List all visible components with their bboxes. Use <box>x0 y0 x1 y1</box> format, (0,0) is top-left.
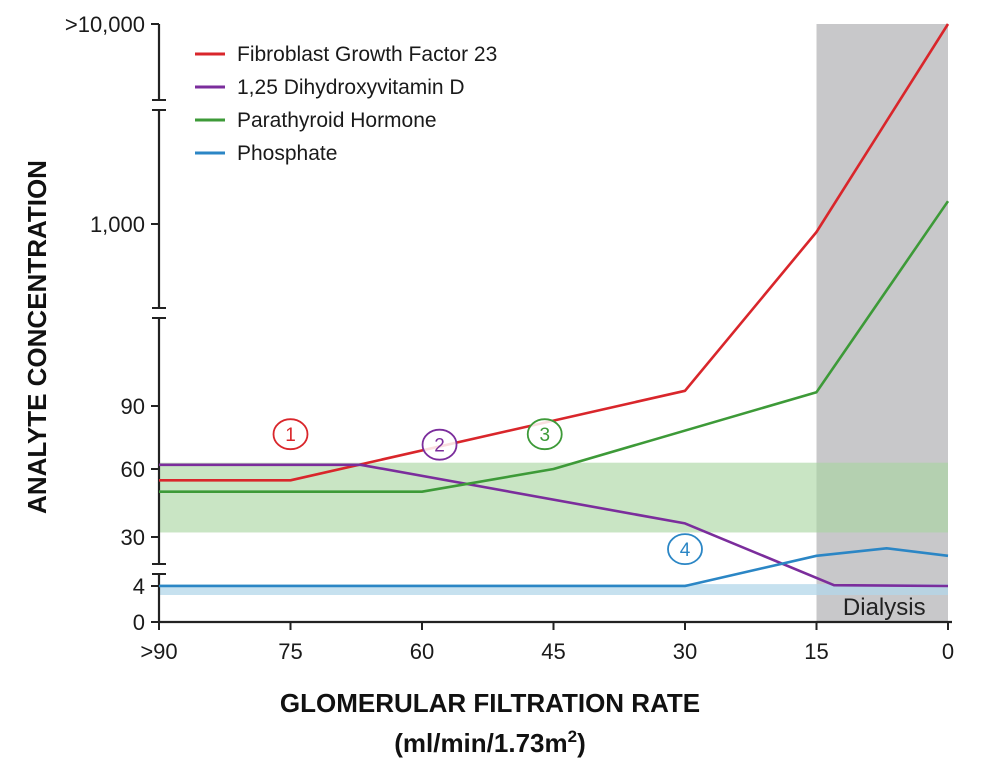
normal-range-band-2 <box>159 584 948 595</box>
x-axis-unit: (ml/min/1.73m2) <box>394 727 586 758</box>
x-axis-unit-close: ) <box>577 728 586 758</box>
marker-label-4: 4 <box>680 540 691 561</box>
marker-circle-2 <box>421 428 458 461</box>
legend-label-4: Phosphate <box>237 142 337 165</box>
marker-label-1: 1 <box>285 425 296 446</box>
series-line-3 <box>159 200 950 494</box>
marker-circle-3 <box>526 418 563 451</box>
normal-range-bands-layer <box>159 462 948 595</box>
marker-circle-4 <box>667 533 703 566</box>
x-tick-label-4: 45 <box>541 639 565 664</box>
legend-label-1: Fibroblast Growth Factor 23 <box>237 43 497 66</box>
y-tick-label-2: 4 <box>133 574 145 599</box>
x-tick-label-5: 30 <box>673 639 697 664</box>
legend-label-2: 1,25 Dihydroxyvitamin D <box>237 76 465 99</box>
x-tick-label-3: 60 <box>410 639 434 664</box>
series-lines-layer <box>159 23 950 588</box>
marker-label-3: 3 <box>539 425 550 446</box>
dialysis-label: Dialysis <box>843 594 926 621</box>
x-tick-label-1: >90 <box>140 639 177 664</box>
x-tick-label-7: 0 <box>942 639 954 664</box>
x-axis-title: GLOMERULAR FILTRATION RATE <box>280 688 700 718</box>
y-tick-label-4: 60 <box>121 457 145 482</box>
x-tick-label-6: 15 <box>804 639 828 664</box>
markers-layer: 1 2 3 4 <box>272 418 703 566</box>
y-tick-label-3: 30 <box>121 525 145 550</box>
axes-layer: 0 4 30 60 90 1,000 >10,000 >90 75 60 45 30 15 0 <box>65 12 954 664</box>
x-axis-unit-superscript: 2 <box>568 727 577 746</box>
marker-label-2: 2 <box>434 436 445 457</box>
y-tick-label-1: 0 <box>133 610 145 635</box>
series-line-4 <box>159 546 949 588</box>
normal-range-band-1 <box>159 462 948 533</box>
y-tick-label-7: >10,000 <box>65 12 145 37</box>
marker-circle-1 <box>272 418 309 451</box>
x-tick-label-2: 75 <box>278 639 302 664</box>
y-tick-label-6: 1,000 <box>90 212 145 237</box>
series-line-2 <box>159 463 949 588</box>
y-axis-title: ANALYTE CONCENTRATION <box>22 160 52 514</box>
legend: Fibroblast Growth Factor 23 1,25 Dihydrox… <box>195 43 497 165</box>
x-axis-unit-base: (ml/min/1.73m <box>394 728 567 758</box>
legend-label-3: Parathyroid Hormone <box>237 109 437 132</box>
series-line-1 <box>159 23 950 482</box>
y-tick-label-5: 90 <box>121 394 145 419</box>
